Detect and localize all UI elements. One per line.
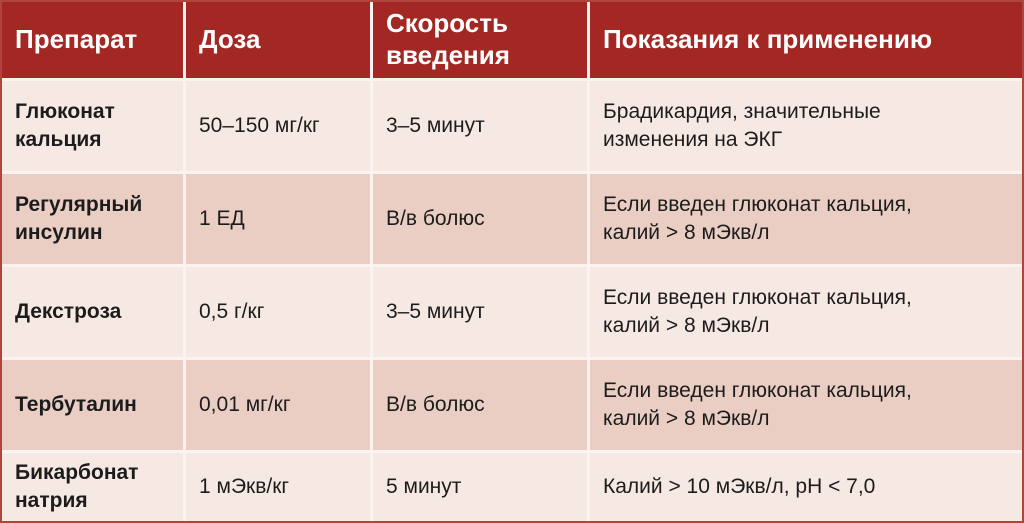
cell-indication: Калий > 10 мЭкв/л, pH < 7,0 [590, 453, 1022, 521]
cell-drug: Регулярный инсулин [2, 174, 183, 264]
cell-rate: В/в болюс [373, 174, 587, 264]
column-header-drug: Препарат [2, 2, 183, 78]
cell-dose: 1 ЕД [186, 174, 370, 264]
column-header-rate: Скорость введения [373, 2, 587, 78]
column-header-indication: Показания к применению [590, 2, 1022, 78]
cell-drug: Тербуталин [2, 360, 183, 450]
cell-rate: 3–5 минут [373, 81, 587, 171]
cell-dose: 0,01 мг/кг [186, 360, 370, 450]
cell-rate: В/в болюс [373, 360, 587, 450]
cell-drug: Декстроза [2, 267, 183, 357]
cell-drug: Глюконат кальция [2, 81, 183, 171]
cell-indication: Если введен глюконат кальция, калий > 8 … [590, 360, 1022, 450]
cell-indication: Брадикардия, значительные изменения на Э… [590, 81, 1022, 171]
cell-dose: 50–150 мг/кг [186, 81, 370, 171]
cell-indication: Если введен глюконат кальция, калий > 8 … [590, 267, 1022, 357]
cell-indication: Если введен глюконат кальция, калий > 8 … [590, 174, 1022, 264]
cell-rate: 5 минут [373, 453, 587, 521]
cell-dose: 0,5 г/кг [186, 267, 370, 357]
cell-drug: Бикарбонат натрия [2, 453, 183, 521]
cell-rate: 3–5 минут [373, 267, 587, 357]
cell-dose: 1 мЭкв/кг [186, 453, 370, 521]
column-header-dose: Доза [186, 2, 370, 78]
